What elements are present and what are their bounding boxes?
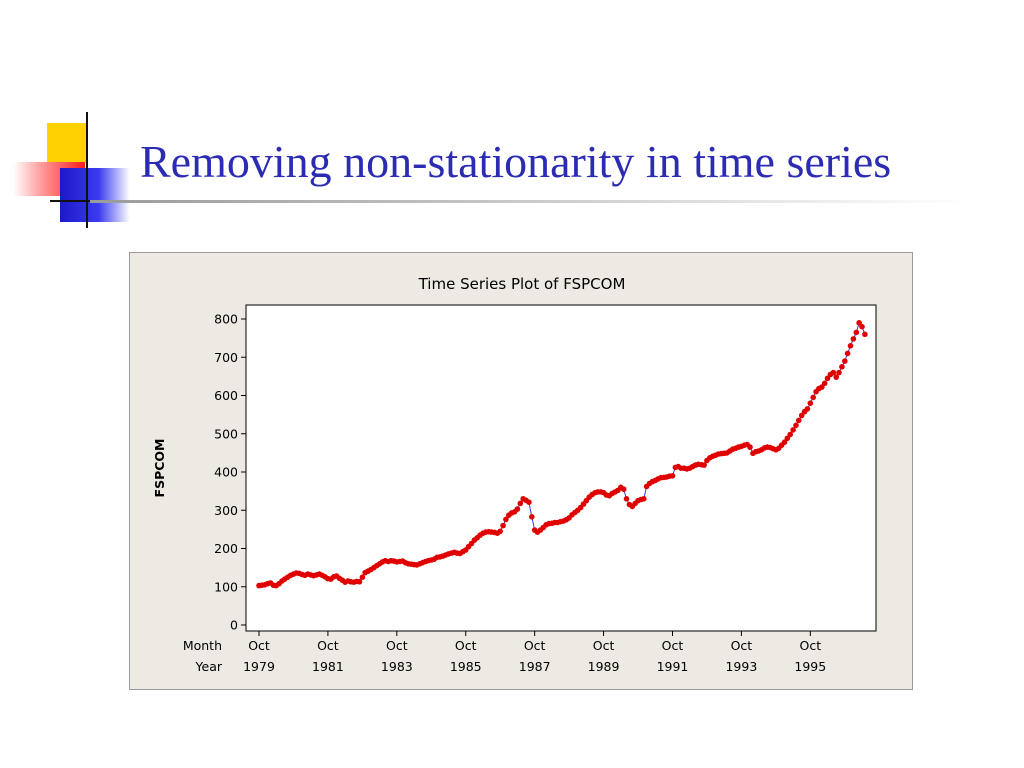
data-point	[833, 374, 839, 380]
data-point	[856, 320, 862, 326]
data-point	[859, 323, 865, 330]
series-points	[256, 320, 868, 589]
data-point	[839, 364, 845, 370]
data-point	[356, 579, 363, 585]
data-point	[781, 439, 788, 445]
logo-yellow-square	[47, 123, 87, 163]
data-point	[807, 400, 814, 406]
x-tick-label-month: Oct	[386, 638, 408, 653]
data-point	[790, 427, 796, 433]
data-point	[623, 496, 630, 502]
x-row-label-year: Year	[195, 659, 223, 674]
logo-blue-square	[60, 168, 130, 222]
data-point	[842, 358, 848, 364]
x-tick-label-year: 1981	[312, 659, 344, 674]
y-tick-label: 100	[214, 579, 238, 594]
x-tick-label-year: 1989	[588, 659, 620, 674]
data-point	[836, 369, 842, 376]
chart-title: Time Series Plot of FSPCOM	[418, 275, 626, 293]
data-point	[796, 417, 802, 424]
data-point	[850, 336, 857, 342]
data-point	[514, 506, 521, 512]
y-tick-label: 700	[214, 350, 238, 365]
data-point	[669, 473, 676, 479]
data-point	[830, 369, 837, 376]
slide-title: Removing non-stationarity in time series	[140, 136, 892, 187]
x-tick-label-year: 1983	[381, 659, 413, 674]
data-point	[853, 329, 860, 336]
x-tick-label-year: 1991	[657, 659, 689, 674]
chart-frame: Time Series Plot of FSPCOM FSPCOM 0 100 20…	[129, 252, 913, 690]
y-axis-label: FSPCOM	[152, 439, 167, 498]
x-tick-label-year: 1985	[450, 659, 482, 674]
x-tick-label-year: 1987	[519, 659, 551, 674]
logo-vertical-line	[86, 112, 88, 228]
x-tick-label-year: 1995	[794, 659, 826, 674]
y-tick-label: 0	[230, 618, 238, 633]
x-tick-label-year: 1993	[725, 659, 757, 674]
data-point	[517, 500, 524, 507]
y-tick-label: 800	[214, 312, 238, 327]
x-tick-label-month: Oct	[455, 638, 477, 653]
y-tick-label: 200	[214, 541, 238, 556]
data-point	[701, 462, 707, 468]
data-point	[500, 522, 506, 529]
data-point	[793, 422, 799, 429]
plot-area	[245, 304, 877, 632]
data-point	[529, 514, 535, 520]
data-point	[862, 331, 868, 338]
x-tick-label-month: Oct	[524, 638, 546, 653]
data-point	[503, 516, 509, 523]
y-axis: 0 100 200 300 400 500 600 700 800	[214, 312, 246, 633]
x-tick-label-month: Oct	[662, 638, 684, 653]
data-point	[497, 528, 504, 535]
data-point	[620, 486, 627, 492]
x-tick-label-year: 1979	[243, 659, 275, 674]
x-tick-label-month: Oct	[317, 638, 339, 653]
data-point	[844, 350, 851, 357]
slide-logo	[0, 0, 140, 240]
data-point	[821, 380, 828, 387]
y-tick-label: 600	[214, 388, 238, 403]
y-tick-label: 300	[214, 503, 238, 518]
x-axis: Oct 1979 Oct 1981 Oct 1983 Oct 1985 Oct 1987 Oct 19…	[243, 631, 826, 674]
x-tick-label-month: Oct	[593, 638, 615, 653]
data-point	[747, 444, 753, 450]
data-point	[819, 384, 825, 390]
data-point	[804, 406, 811, 412]
data-point	[359, 574, 366, 580]
x-tick-label-month: Oct	[248, 638, 270, 653]
data-point	[526, 499, 532, 505]
x-row-label-month: Month	[183, 638, 222, 653]
data-point	[787, 431, 793, 438]
data-point	[824, 375, 831, 382]
y-tick-label: 500	[214, 426, 238, 441]
title-underline	[90, 200, 970, 203]
data-point	[798, 412, 805, 419]
data-point	[847, 343, 854, 349]
y-tick-label: 400	[214, 465, 238, 480]
time-series-chart: Time Series Plot of FSPCOM FSPCOM 0 100 20…	[152, 275, 877, 674]
x-tick-label-month: Oct	[731, 638, 753, 653]
data-point	[810, 394, 816, 401]
x-tick-label-month: Oct	[800, 638, 822, 653]
data-point	[641, 496, 647, 502]
data-point	[784, 435, 791, 442]
